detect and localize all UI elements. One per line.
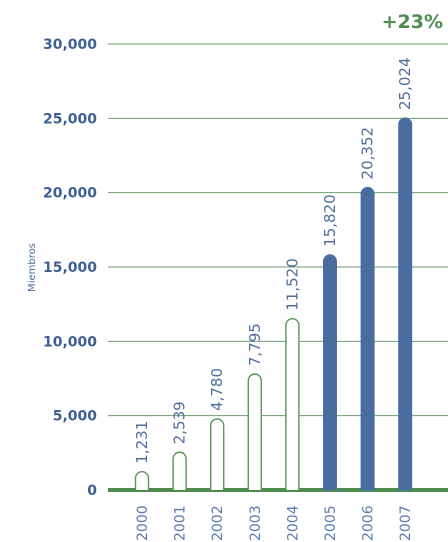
bar-2001 (172, 451, 187, 490)
grid-lines (108, 43, 448, 492)
value-label-2006: 20,352 (359, 127, 377, 180)
value-labels: 1,231 2,539 4,780 7,795 11,520 15,820 20,352 25… (133, 57, 414, 463)
bar-2002 (210, 418, 225, 490)
x-tick-label-2002: 2002 (210, 505, 226, 541)
x-tick-label-2007: 2007 (398, 505, 414, 541)
value-label-2005: 15,820 (321, 194, 339, 247)
bar-2000 (134, 471, 150, 490)
bars (134, 117, 413, 491)
x-tick-label-2000: 2000 (135, 505, 151, 541)
bar-2006 (360, 186, 375, 491)
y-tick-label: 5,000 (53, 409, 98, 425)
bar-2003 (247, 373, 262, 490)
value-label-2001: 2,539 (171, 401, 189, 444)
y-tick-label: 25,000 (43, 111, 97, 127)
x-tick-labels: 2000 2001 2002 2003 2004 2005 2006 2007 (135, 505, 414, 541)
y-tick-label: 10,000 (43, 334, 97, 350)
y-tick-label: 20,000 (43, 186, 97, 202)
y-tick-labels: 0 5,000 10,000 15,000 20,000 25,000 30,000 (43, 37, 97, 499)
x-tick-label-2006: 2006 (361, 505, 377, 541)
x-tick-label-2004: 2004 (285, 505, 301, 541)
value-label-2002: 4,780 (208, 368, 226, 411)
y-tick-label: 0 (87, 483, 97, 499)
value-label-2000: 1,231 (133, 421, 151, 464)
bar-2004 (285, 318, 300, 490)
value-label-2007: 25,024 (396, 57, 414, 110)
bar-2005 (323, 254, 337, 491)
y-tick-label: 15,000 (43, 260, 97, 276)
bar-2007 (398, 117, 413, 491)
x-tick-label-2005: 2005 (323, 505, 339, 541)
y-tick-label: 30,000 (43, 37, 97, 53)
value-label-2003: 7,795 (246, 323, 264, 366)
x-tick-label-2003: 2003 (248, 505, 264, 541)
value-label-2004: 11,520 (283, 258, 301, 311)
x-tick-label-2001: 2001 (173, 505, 189, 541)
growth-annotation: +23% (382, 11, 443, 33)
